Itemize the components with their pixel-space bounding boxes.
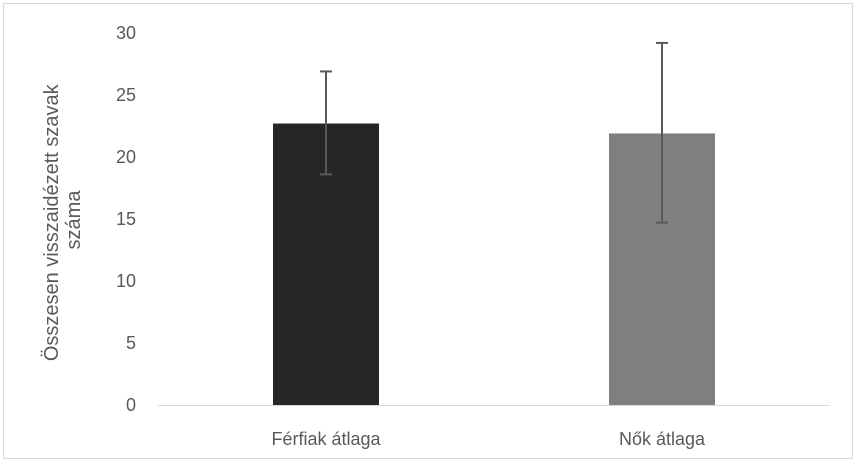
y-axis-label-line-2: száma: [63, 190, 85, 250]
y-tick-label: 5: [126, 333, 136, 353]
x-axis-labels: Férfiak átlaga Nők átlaga: [271, 429, 706, 449]
x-category-label: Férfiak átlaga: [271, 429, 381, 449]
x-category-label: Nők átlaga: [619, 429, 706, 449]
y-tick-label: 25: [116, 85, 136, 105]
y-axis-ticks: 0 5 10 15 20 25 30: [116, 23, 136, 415]
y-axis-label-line-1: Összesen visszaidézett szavak: [41, 83, 63, 361]
bars: [273, 123, 715, 406]
y-tick-label: 15: [116, 209, 136, 229]
y-axis-label: Összesen visszaidézett szavak száma: [41, 79, 85, 361]
y-tick-label: 30: [116, 23, 136, 43]
y-tick-label: 20: [116, 147, 136, 167]
error-bars: [320, 41, 668, 224]
y-tick-label: 0: [126, 395, 136, 415]
y-tick-label: 10: [116, 271, 136, 291]
